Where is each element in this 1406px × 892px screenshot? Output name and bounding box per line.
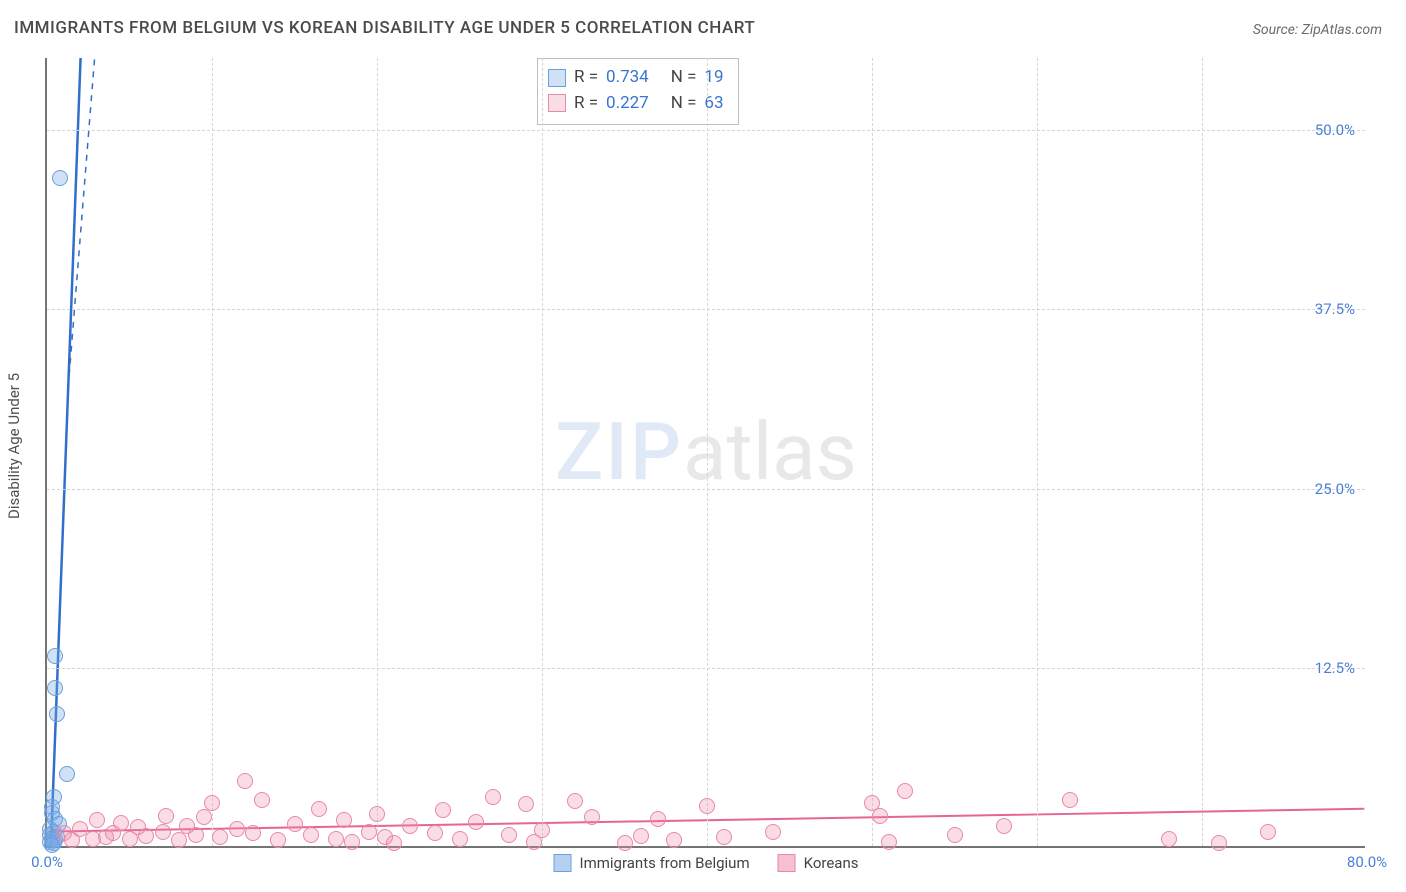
data-point: [47, 680, 63, 696]
data-point: [386, 835, 402, 851]
data-point: [534, 822, 550, 838]
data-point: [716, 829, 732, 845]
gridline-h: [47, 668, 1365, 669]
data-point: [254, 792, 270, 808]
gridline-v: [872, 58, 873, 846]
stat-r-value: 0.227: [606, 91, 649, 117]
data-point: [303, 827, 319, 843]
data-point: [328, 831, 344, 847]
trend-line-extension: [68, 58, 100, 388]
data-point: [617, 835, 633, 851]
legend-swatch: [548, 69, 566, 87]
legend-item: Koreans: [778, 854, 859, 872]
data-point: [229, 821, 245, 837]
data-point: [188, 827, 204, 843]
data-point: [666, 832, 682, 848]
source-attribution: Source: ZipAtlas.com: [1253, 22, 1382, 38]
data-point: [501, 827, 517, 843]
data-point: [59, 766, 75, 782]
data-point: [435, 802, 451, 818]
watermark-zip: ZIP: [555, 405, 683, 499]
data-point: [468, 814, 484, 830]
gridline-v: [377, 58, 378, 846]
data-point: [361, 824, 377, 840]
gridline-h: [47, 309, 1365, 310]
data-point: [996, 818, 1012, 834]
y-axis-label: Disability Age Under 5: [5, 373, 23, 519]
data-point: [402, 818, 418, 834]
data-point: [158, 808, 174, 824]
data-point: [52, 170, 68, 186]
data-point: [204, 795, 220, 811]
data-point: [881, 834, 897, 850]
data-point: [699, 798, 715, 814]
data-point: [872, 808, 888, 824]
data-point: [1211, 835, 1227, 851]
gridline-v: [542, 58, 543, 846]
gridline-v: [707, 58, 708, 846]
legend-label: Immigrants from Belgium: [580, 854, 750, 872]
data-point: [344, 834, 360, 850]
data-point: [650, 811, 666, 827]
data-point: [584, 809, 600, 825]
data-point: [212, 829, 228, 845]
stat-n-label: N =: [671, 91, 697, 117]
data-point: [196, 809, 212, 825]
data-point: [485, 789, 501, 805]
legend-swatch: [554, 854, 572, 872]
gridline-v: [1202, 58, 1203, 846]
data-point: [427, 825, 443, 841]
data-point: [518, 796, 534, 812]
stat-n-label: N =: [671, 65, 697, 91]
gridline-v: [1037, 58, 1038, 846]
legend-swatch: [548, 94, 566, 112]
data-point: [369, 806, 385, 822]
data-point: [947, 827, 963, 843]
correlation-stats-box: R =0.734N =19R =0.227N =63: [537, 58, 739, 125]
data-point: [47, 648, 63, 664]
data-point: [171, 832, 187, 848]
data-point: [237, 773, 253, 789]
scatter-plot: ZIPatlas R =0.734N =19R =0.227N =63 Immi…: [45, 58, 1365, 848]
data-point: [287, 816, 303, 832]
stat-r-label: R =: [574, 65, 598, 91]
data-point: [113, 815, 129, 831]
gridline-h: [47, 489, 1365, 490]
trend-lines: [47, 58, 1365, 846]
data-point: [89, 812, 105, 828]
data-point: [1161, 831, 1177, 847]
data-point: [633, 828, 649, 844]
data-point: [155, 824, 171, 840]
data-point: [245, 825, 261, 841]
legend-item: Immigrants from Belgium: [554, 854, 750, 872]
stats-row: R =0.734N =19: [548, 65, 724, 91]
data-point: [311, 801, 327, 817]
data-point: [765, 824, 781, 840]
data-point: [897, 783, 913, 799]
data-point: [336, 812, 352, 828]
data-point: [1260, 824, 1276, 840]
x-tick-label: 80.0%: [1347, 853, 1387, 871]
gridline-h: [47, 130, 1365, 131]
series-legend: Immigrants from Belgium Koreans: [554, 854, 859, 872]
data-point: [49, 706, 65, 722]
legend-label: Koreans: [804, 854, 859, 872]
data-point: [138, 828, 154, 844]
watermark-atlas: atlas: [683, 405, 857, 499]
data-point: [1062, 792, 1078, 808]
data-point: [452, 831, 468, 847]
watermark: ZIPatlas: [555, 405, 857, 499]
stats-row: R =0.227N =63: [548, 91, 724, 117]
stat-r-value: 0.734: [606, 65, 649, 91]
data-point: [567, 793, 583, 809]
data-point: [270, 832, 286, 848]
chart-title: IMMIGRANTS FROM BELGIUM VS KOREAN DISABI…: [14, 18, 755, 38]
gridline-v: [212, 58, 213, 846]
stat-r-label: R =: [574, 91, 598, 117]
x-tick-label: 0.0%: [31, 853, 63, 871]
legend-swatch: [778, 854, 796, 872]
